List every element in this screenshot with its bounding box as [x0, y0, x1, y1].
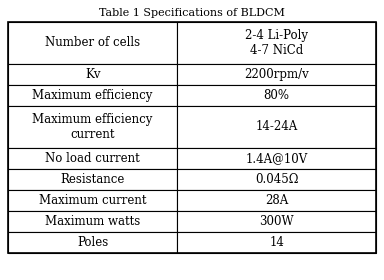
Bar: [8, 232, 177, 253]
Bar: [8, 190, 177, 211]
Bar: [177, 232, 376, 253]
Text: Resistance: Resistance: [60, 173, 125, 186]
Bar: [177, 64, 376, 85]
Bar: [177, 85, 376, 106]
Text: Maximum watts: Maximum watts: [45, 215, 140, 228]
Bar: [8, 148, 177, 169]
Bar: [8, 22, 376, 253]
Text: 28A: 28A: [265, 194, 288, 207]
Text: Table 1 Specifications of BLDCM: Table 1 Specifications of BLDCM: [99, 8, 285, 18]
Text: 2200rpm/v: 2200rpm/v: [244, 68, 309, 81]
Bar: [8, 22, 177, 64]
Text: Number of cells: Number of cells: [45, 36, 140, 50]
Bar: [8, 169, 177, 190]
Bar: [177, 22, 376, 64]
Text: No load current: No load current: [45, 152, 140, 165]
Bar: [177, 211, 376, 232]
Text: 1.4A@10V: 1.4A@10V: [245, 152, 308, 165]
Text: 0.045Ω: 0.045Ω: [255, 173, 298, 186]
Bar: [8, 211, 177, 232]
Text: 14: 14: [269, 236, 284, 249]
Text: Kv: Kv: [85, 68, 100, 81]
Bar: [177, 148, 376, 169]
Text: Poles: Poles: [77, 236, 108, 249]
Bar: [8, 64, 177, 85]
Bar: [8, 106, 177, 148]
Text: 80%: 80%: [264, 89, 290, 102]
Text: Maximum efficiency
current: Maximum efficiency current: [33, 113, 153, 141]
Text: 300W: 300W: [259, 215, 294, 228]
Bar: [177, 190, 376, 211]
Bar: [177, 106, 376, 148]
Bar: [8, 85, 177, 106]
Text: 2-4 Li-Poly
4-7 NiCd: 2-4 Li-Poly 4-7 NiCd: [245, 29, 308, 57]
Text: Maximum current: Maximum current: [39, 194, 146, 207]
Bar: [177, 169, 376, 190]
Text: 14-24A: 14-24A: [255, 120, 298, 134]
Text: Maximum efficiency: Maximum efficiency: [33, 89, 153, 102]
